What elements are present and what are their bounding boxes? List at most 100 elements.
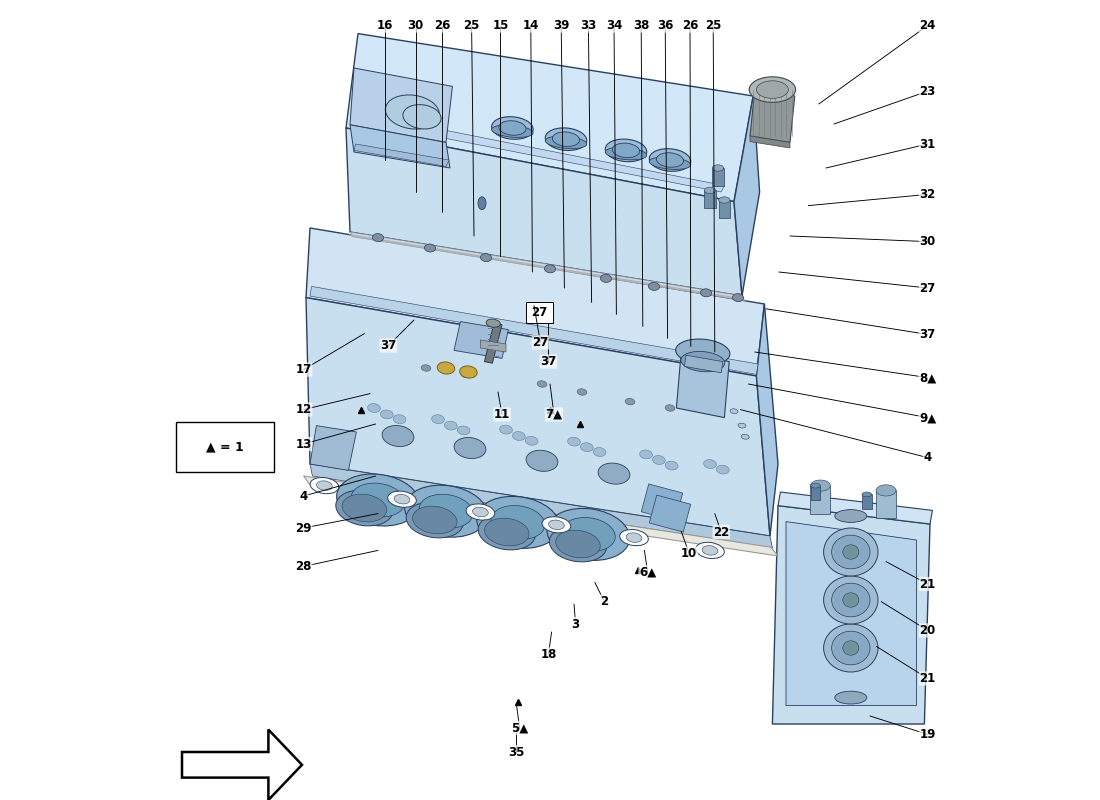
Polygon shape — [734, 96, 760, 296]
Ellipse shape — [466, 504, 495, 520]
Text: 35: 35 — [508, 746, 525, 758]
Text: 8▲: 8▲ — [918, 371, 936, 384]
Text: 37: 37 — [920, 328, 936, 341]
Polygon shape — [310, 426, 356, 470]
Ellipse shape — [499, 425, 513, 434]
Polygon shape — [481, 340, 506, 352]
Text: 6▲: 6▲ — [639, 566, 657, 578]
Ellipse shape — [513, 431, 525, 441]
Text: 21: 21 — [920, 578, 936, 590]
Ellipse shape — [478, 197, 486, 210]
Ellipse shape — [547, 508, 629, 561]
Ellipse shape — [832, 535, 870, 569]
Ellipse shape — [716, 465, 729, 474]
Ellipse shape — [811, 483, 821, 488]
Text: 12: 12 — [296, 403, 311, 416]
Text: 33: 33 — [581, 19, 596, 32]
Polygon shape — [757, 304, 778, 536]
Text: a passion since 1985: a passion since 1985 — [398, 427, 590, 504]
Text: 26: 26 — [682, 19, 698, 32]
Text: 36: 36 — [657, 19, 673, 32]
Ellipse shape — [811, 480, 830, 491]
Text: 31: 31 — [920, 138, 936, 150]
Ellipse shape — [492, 125, 534, 138]
Ellipse shape — [437, 362, 454, 374]
Polygon shape — [778, 492, 933, 524]
Polygon shape — [350, 232, 745, 301]
Polygon shape — [304, 476, 778, 556]
Text: 10: 10 — [681, 547, 697, 560]
Polygon shape — [862, 494, 871, 509]
Ellipse shape — [492, 117, 534, 139]
Text: 3: 3 — [572, 618, 580, 630]
Ellipse shape — [675, 339, 730, 365]
Text: 15: 15 — [492, 19, 508, 32]
Text: 37: 37 — [540, 355, 557, 368]
Polygon shape — [772, 506, 930, 724]
Ellipse shape — [458, 426, 470, 435]
Ellipse shape — [681, 351, 725, 372]
Ellipse shape — [843, 641, 859, 655]
Ellipse shape — [626, 533, 642, 542]
Ellipse shape — [336, 490, 393, 526]
Ellipse shape — [421, 365, 431, 371]
Text: 39: 39 — [553, 19, 570, 32]
Ellipse shape — [648, 282, 660, 290]
Ellipse shape — [824, 528, 878, 576]
Ellipse shape — [695, 542, 724, 558]
Ellipse shape — [385, 95, 439, 129]
Ellipse shape — [605, 147, 647, 160]
Ellipse shape — [310, 478, 339, 494]
Text: 30: 30 — [920, 235, 936, 248]
Ellipse shape — [598, 463, 630, 484]
Text: 29: 29 — [296, 522, 311, 534]
Ellipse shape — [749, 77, 795, 102]
Polygon shape — [704, 190, 716, 208]
Text: 27: 27 — [532, 336, 549, 349]
Ellipse shape — [843, 545, 859, 559]
Text: 25: 25 — [463, 19, 480, 32]
Ellipse shape — [718, 197, 730, 203]
Polygon shape — [346, 34, 754, 202]
Ellipse shape — [593, 447, 606, 457]
Polygon shape — [346, 128, 742, 296]
Ellipse shape — [549, 526, 606, 562]
Text: 34: 34 — [606, 19, 623, 32]
Ellipse shape — [537, 381, 547, 387]
Text: 32: 32 — [920, 188, 936, 201]
Text: 27: 27 — [531, 306, 548, 319]
Ellipse shape — [342, 494, 387, 522]
Text: 26: 26 — [433, 19, 450, 32]
Ellipse shape — [473, 507, 488, 517]
Ellipse shape — [337, 474, 419, 526]
Text: 9▲: 9▲ — [918, 411, 936, 424]
Ellipse shape — [444, 421, 458, 430]
Ellipse shape — [431, 414, 444, 424]
Ellipse shape — [405, 485, 487, 538]
Ellipse shape — [704, 459, 716, 469]
Text: 18: 18 — [540, 648, 557, 661]
Ellipse shape — [639, 450, 652, 459]
Ellipse shape — [625, 398, 635, 405]
Ellipse shape — [317, 481, 332, 490]
Polygon shape — [718, 200, 730, 218]
Ellipse shape — [652, 455, 666, 465]
Ellipse shape — [544, 265, 556, 273]
Ellipse shape — [394, 494, 410, 504]
Polygon shape — [811, 486, 821, 500]
Ellipse shape — [525, 436, 538, 446]
Ellipse shape — [486, 319, 500, 327]
Ellipse shape — [581, 442, 593, 452]
Polygon shape — [786, 522, 916, 706]
Polygon shape — [811, 486, 830, 514]
Ellipse shape — [460, 366, 477, 378]
Ellipse shape — [425, 244, 436, 252]
Ellipse shape — [649, 157, 691, 170]
Ellipse shape — [713, 165, 724, 171]
Ellipse shape — [546, 128, 586, 150]
Polygon shape — [454, 322, 508, 358]
Ellipse shape — [605, 139, 647, 162]
Ellipse shape — [351, 483, 405, 517]
Ellipse shape — [701, 289, 712, 297]
Ellipse shape — [556, 530, 601, 558]
